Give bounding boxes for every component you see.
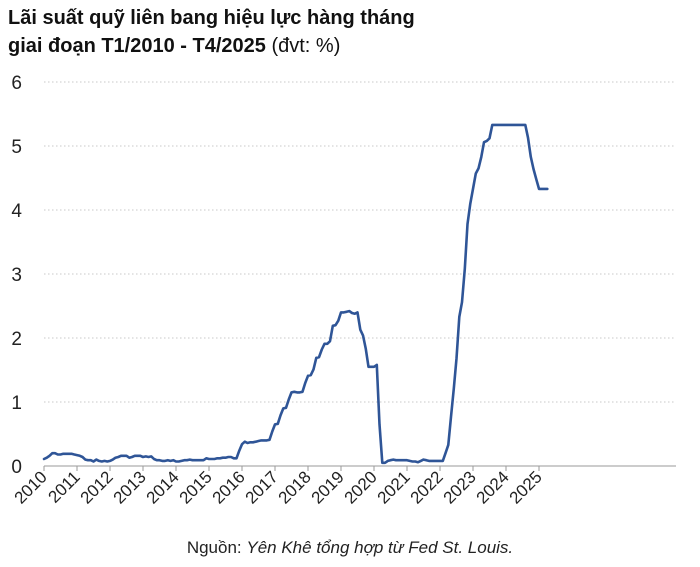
x-tick-label: 2020 — [341, 467, 381, 507]
x-tick-label: 2024 — [473, 467, 513, 507]
y-tick-label: 6 — [11, 73, 22, 94]
x-tick-label: 2011 — [45, 467, 84, 506]
x-tick-label: 2016 — [209, 467, 249, 507]
x-tick-label: 2012 — [77, 467, 117, 507]
x-axis: 2010201120122013201420152016201720182019… — [11, 466, 546, 508]
y-tick-label: 3 — [11, 265, 22, 286]
y-tick-label: 5 — [11, 137, 22, 158]
y-tick-label: 1 — [11, 393, 22, 414]
x-tick-label: 2014 — [143, 467, 183, 507]
x-tick-label: 2022 — [407, 467, 447, 507]
y-tick-label: 0 — [11, 457, 22, 478]
series-line-0 — [42, 123, 549, 465]
chart-title-line1: Lãi suất quỹ liên bang hiệu lực hàng thá… — [8, 7, 415, 29]
y-axis-ticks: 0 1 2 3 4 5 6 — [11, 73, 22, 478]
chart-title: Lãi suất quỹ liên bang hiệu lực hàng thá… — [8, 4, 688, 60]
chart-title-period: giai đoạn T1/2010 - T4/2025 — [8, 35, 266, 57]
gridlines — [44, 81, 676, 467]
x-tick-label: 2013 — [110, 467, 150, 507]
source-text: Yên Khê tổng hợp từ Fed St. Louis. — [246, 538, 514, 557]
y-tick-label: 2 — [11, 329, 22, 350]
source-prefix: Nguồn: — [186, 538, 247, 557]
x-tick-label: 2018 — [275, 467, 315, 507]
x-tick-label: 2017 — [242, 467, 282, 507]
source-note: Nguồn: Yên Khê tổng hợp từ Fed St. Louis… — [0, 538, 700, 558]
series-layer — [42, 123, 549, 465]
x-tick-label: 2025 — [506, 467, 546, 507]
x-tick-label: 2021 — [374, 467, 414, 507]
y-tick-label: 4 — [11, 201, 22, 222]
x-tick-label: 2019 — [308, 467, 348, 507]
chart-title-line2: giai đoạn T1/2010 - T4/2025 (đvt: %) — [8, 32, 688, 60]
x-tick-label: 2023 — [440, 467, 480, 507]
x-tick-label: 2015 — [176, 467, 216, 507]
chart-title-unit: (đvt: %) — [271, 35, 341, 57]
